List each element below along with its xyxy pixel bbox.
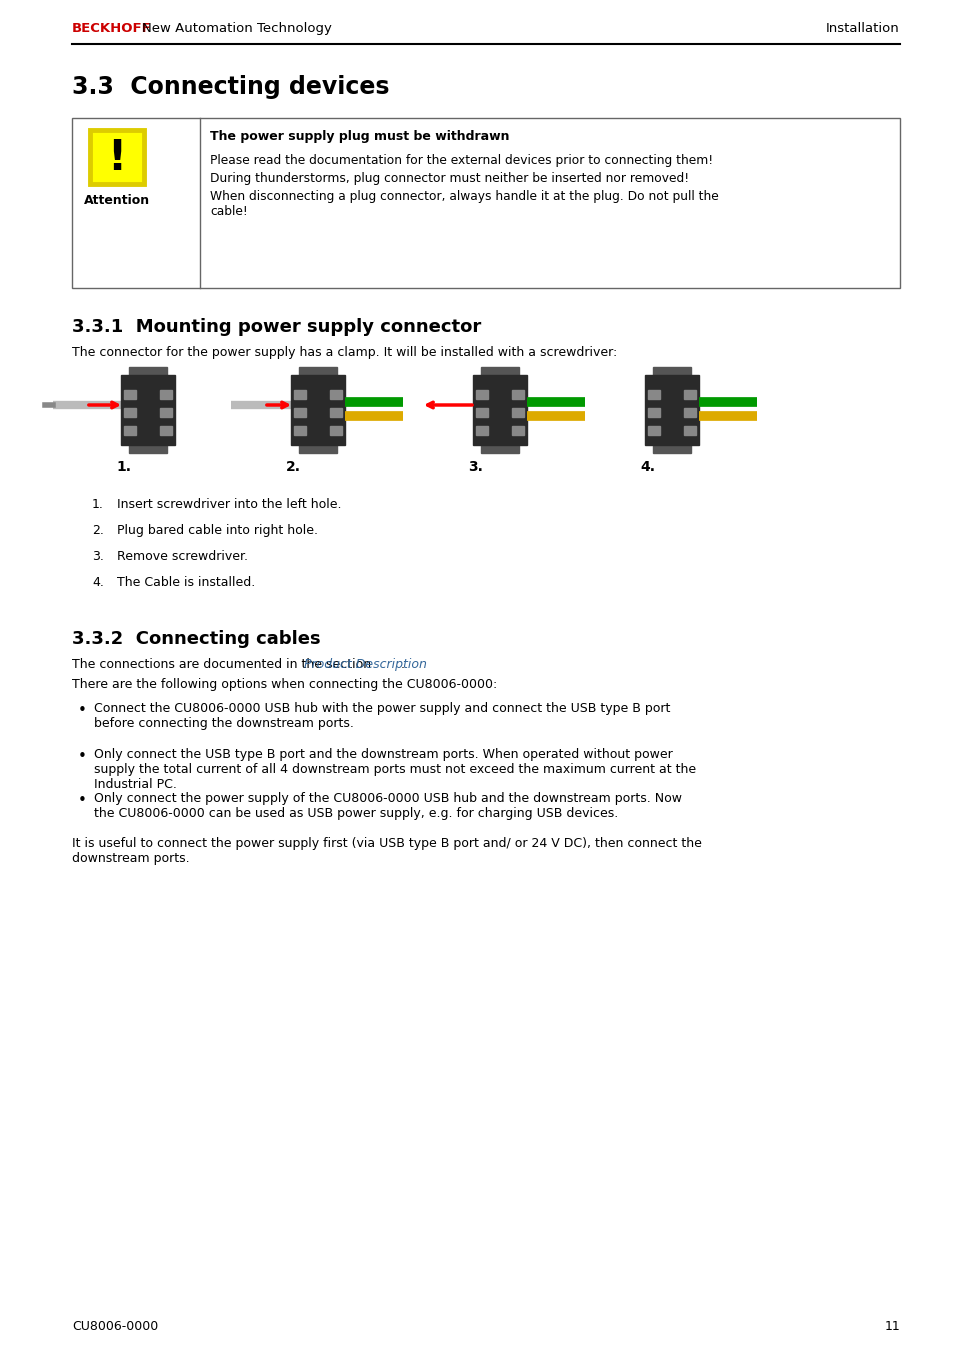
Text: The power supply plug must be withdrawn: The power supply plug must be withdrawn <box>210 130 509 143</box>
Bar <box>647 426 659 435</box>
Bar <box>294 390 306 399</box>
Text: 2.: 2. <box>286 459 301 474</box>
Bar <box>476 408 488 417</box>
Text: .: . <box>400 658 404 671</box>
Text: It is useful to connect the power supply first (via USB type B port and/ or 24 V: It is useful to connect the power supply… <box>71 838 701 865</box>
Bar <box>473 376 526 444</box>
Text: 3.3.1  Mounting power supply connector: 3.3.1 Mounting power supply connector <box>71 317 480 336</box>
Bar <box>480 444 518 453</box>
Bar <box>124 390 136 399</box>
Text: Only connect the power supply of the CU8006-0000 USB hub and the downstream port: Only connect the power supply of the CU8… <box>94 792 681 820</box>
Bar <box>330 426 341 435</box>
Text: The Cable is installed.: The Cable is installed. <box>117 576 255 589</box>
Bar <box>291 376 345 444</box>
Bar <box>476 426 488 435</box>
Bar <box>129 367 167 376</box>
Text: Only connect the USB type B port and the downstream ports. When operated without: Only connect the USB type B port and the… <box>94 748 696 790</box>
Text: BECKHOFF: BECKHOFF <box>71 22 152 35</box>
Bar <box>480 367 518 376</box>
Text: Please read the documentation for the external devices prior to connecting them!: Please read the documentation for the ex… <box>210 154 713 168</box>
Text: Installation: Installation <box>825 22 899 35</box>
Text: 3.3  Connecting devices: 3.3 Connecting devices <box>71 76 389 99</box>
Text: Remove screwdriver.: Remove screwdriver. <box>117 550 248 563</box>
Text: There are the following options when connecting the CU8006-0000:: There are the following options when con… <box>71 678 497 690</box>
Text: 1.: 1. <box>116 459 131 474</box>
Bar <box>298 367 336 376</box>
Text: Attention: Attention <box>84 195 150 207</box>
Bar <box>683 408 696 417</box>
Text: Plug bared cable into right hole.: Plug bared cable into right hole. <box>117 524 317 536</box>
Text: !: ! <box>108 136 127 178</box>
Bar <box>298 444 336 453</box>
Bar <box>129 444 167 453</box>
Bar <box>160 408 172 417</box>
Bar <box>124 426 136 435</box>
Bar <box>652 367 690 376</box>
Text: New Automation Technology: New Automation Technology <box>142 22 332 35</box>
Bar <box>160 426 172 435</box>
Text: 2.: 2. <box>91 524 104 536</box>
Text: 11: 11 <box>883 1320 899 1333</box>
Text: •: • <box>78 748 87 765</box>
Text: Product Description: Product Description <box>304 658 427 671</box>
Text: Connect the CU8006-0000 USB hub with the power supply and connect the USB type B: Connect the CU8006-0000 USB hub with the… <box>94 703 670 730</box>
Text: 3.: 3. <box>91 550 104 563</box>
Bar <box>90 130 144 184</box>
Bar <box>71 118 899 288</box>
Text: 1.: 1. <box>91 499 104 511</box>
Bar <box>512 426 523 435</box>
Bar <box>330 390 341 399</box>
Bar <box>124 408 136 417</box>
Bar <box>294 426 306 435</box>
Text: 3.: 3. <box>468 459 482 474</box>
Text: •: • <box>78 793 87 808</box>
Bar <box>476 390 488 399</box>
Text: 3.3.2  Connecting cables: 3.3.2 Connecting cables <box>71 630 320 648</box>
Bar <box>652 444 690 453</box>
Text: 4.: 4. <box>91 576 104 589</box>
Bar <box>683 426 696 435</box>
Text: The connections are documented in the section: The connections are documented in the se… <box>71 658 375 671</box>
Text: When disconnecting a plug connector, always handle it at the plug. Do not pull t: When disconnecting a plug connector, alw… <box>210 190 718 218</box>
Text: 4.: 4. <box>639 459 655 474</box>
Bar <box>330 408 341 417</box>
Bar <box>294 408 306 417</box>
Text: •: • <box>78 703 87 717</box>
Bar <box>121 376 174 444</box>
Text: The connector for the power supply has a clamp. It will be installed with a scre: The connector for the power supply has a… <box>71 346 617 359</box>
Bar <box>683 390 696 399</box>
Bar <box>512 408 523 417</box>
Bar <box>647 390 659 399</box>
Text: CU8006-0000: CU8006-0000 <box>71 1320 158 1333</box>
Text: Insert screwdriver into the left hole.: Insert screwdriver into the left hole. <box>117 499 341 511</box>
Bar <box>644 376 699 444</box>
Bar <box>160 390 172 399</box>
Text: During thunderstorms, plug connector must neither be inserted nor removed!: During thunderstorms, plug connector mus… <box>210 172 688 185</box>
Bar <box>647 408 659 417</box>
Bar <box>512 390 523 399</box>
